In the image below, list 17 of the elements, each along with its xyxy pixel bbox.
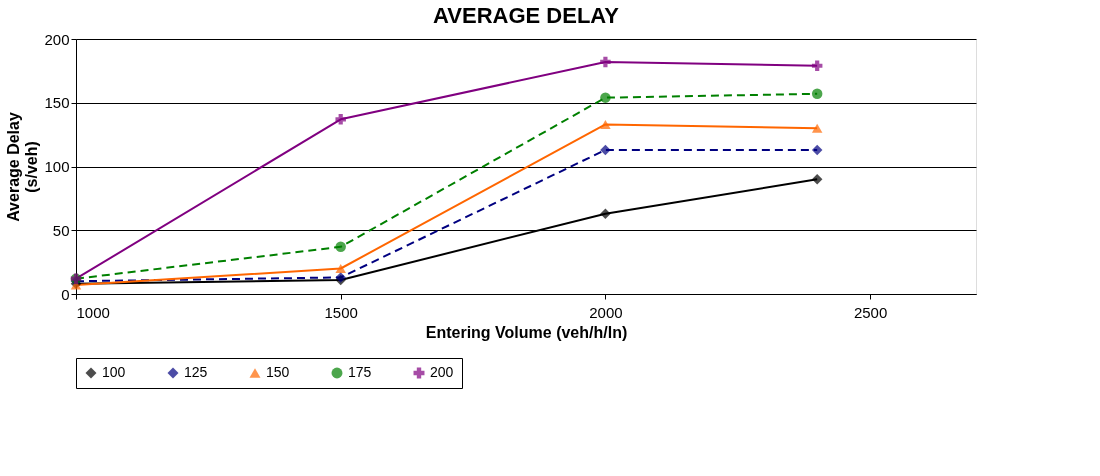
- x-tick-label: 1500: [324, 303, 358, 321]
- x-axis-title: Entering Volume (veh/h/ln): [425, 323, 628, 341]
- legend-label: 175: [348, 364, 372, 380]
- y-tick-label: 100: [44, 158, 70, 175]
- y-tick-label: 200: [44, 30, 70, 48]
- legend-label: 100: [102, 364, 126, 380]
- x-tick-label: 2000: [589, 303, 623, 321]
- chart-title: AVERAGE DELAY: [433, 3, 620, 28]
- y-tick-label: 0: [61, 285, 70, 303]
- y-axis-title: Average Delay (s/veh): [5, 112, 41, 222]
- y-tick-label: 150: [44, 94, 70, 112]
- legend-label: 125: [184, 364, 208, 380]
- x-tick-label: 2500: [853, 303, 888, 321]
- legend-label: 150: [266, 364, 290, 380]
- x-tick-label: 1000: [76, 303, 110, 321]
- legend-label: 200: [430, 364, 454, 380]
- y-tick-label: 50: [52, 221, 70, 239]
